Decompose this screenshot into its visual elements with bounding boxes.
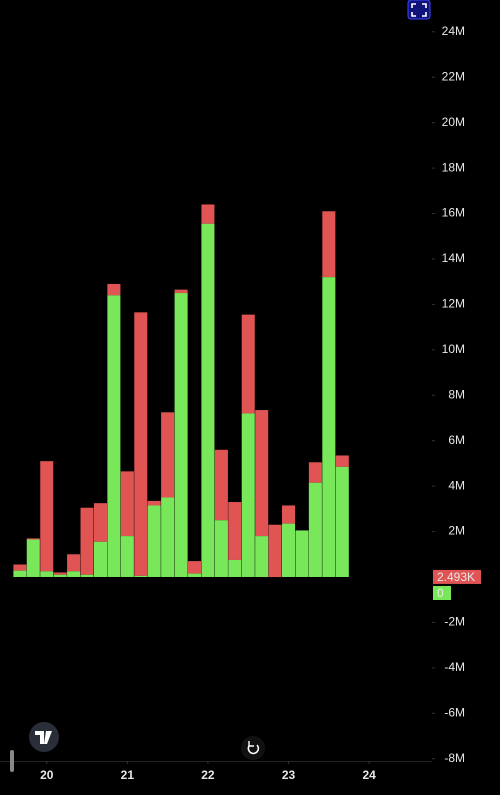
x-tick-label: 24 [362, 768, 376, 782]
bar-segment [80, 574, 94, 577]
bar-segment [214, 449, 228, 521]
bar-segment [174, 289, 188, 294]
bar-segment [161, 412, 175, 498]
bar-segment [134, 312, 148, 576]
y-tick-label: 18M [442, 160, 465, 174]
reset-arrow [248, 741, 254, 747]
bar-segment [67, 554, 81, 572]
x-tick-label: 23 [282, 768, 296, 782]
bar-segment [26, 538, 40, 540]
bar-segment [147, 500, 161, 506]
y-tick-label: 6M [448, 433, 465, 447]
y-tick-label: -2M [444, 615, 465, 629]
bar-segment [201, 204, 215, 224]
y-tick-label: -4M [444, 660, 465, 674]
bar-segment [93, 541, 108, 577]
bar-segment [161, 497, 175, 577]
y-tick-label: 12M [442, 297, 465, 311]
bar-segment [282, 505, 296, 524]
bar-segment [282, 523, 296, 577]
y-tick-label: -6M [444, 705, 465, 719]
last-value-box [433, 585, 451, 600]
y-tick-label: 16M [442, 206, 465, 220]
bar-segment [80, 507, 94, 575]
bar-segment [268, 524, 282, 577]
bar-segment [322, 211, 336, 278]
bar-segment [308, 482, 322, 577]
y-tick-label: 10M [442, 342, 465, 356]
bar-segment [13, 564, 27, 571]
y-tick-label: 20M [442, 115, 465, 129]
bar-segment [120, 536, 134, 577]
last-value-tag: 0 [433, 585, 451, 600]
bar-segment [93, 503, 108, 542]
bar-segment [241, 413, 255, 577]
y-tick-label: -8M [444, 751, 465, 765]
bar-segment [120, 471, 134, 537]
x-axis-border [0, 761, 432, 762]
bar-segment [53, 574, 67, 577]
y-tick-label: 8M [448, 387, 465, 401]
bar-segment [187, 573, 201, 577]
y-tick-label: 22M [442, 69, 465, 83]
reset-circle[interactable] [241, 736, 265, 760]
x-tick-label: 22 [201, 768, 215, 782]
bar-segment [67, 571, 81, 577]
bar-segment [228, 502, 242, 560]
y-tick-label: 24M [442, 24, 465, 38]
bar-segment [40, 571, 54, 577]
bar-segment [255, 410, 269, 537]
bar-segment [13, 570, 27, 577]
bar-segment [174, 293, 188, 577]
y-tick-label: 2M [448, 524, 465, 538]
bar-segment [187, 561, 201, 574]
bar-segment [322, 277, 336, 577]
bar-segment [53, 572, 67, 575]
bar-segment [107, 295, 121, 577]
bar-segment [201, 223, 215, 577]
scroll-handle[interactable] [10, 750, 14, 772]
last-value-tag: 2.493K [433, 569, 481, 584]
x-tick-label: 20 [40, 768, 54, 782]
bar-segment [255, 536, 269, 577]
y-tick-label: 14M [442, 251, 465, 265]
bar-segment [26, 539, 40, 577]
bar-segment [228, 559, 242, 577]
bar-segment [107, 283, 121, 296]
logo-mark [35, 731, 52, 744]
fullscreen-icon [411, 3, 427, 17]
last-value-box [433, 569, 481, 584]
bar-segment [295, 530, 309, 577]
bar-segment [335, 466, 349, 577]
last-value-label: 0 [437, 586, 444, 600]
bar-segment [40, 461, 54, 572]
reset-icon [247, 744, 260, 755]
bar-segment [147, 505, 161, 577]
bar-segment [214, 520, 228, 577]
bar-segment [241, 314, 255, 414]
x-tick-label: 21 [121, 768, 135, 782]
logo-button[interactable] [29, 722, 59, 752]
y-tick-label: 4M [448, 478, 465, 492]
reset-button[interactable] [241, 736, 265, 760]
bar-segment [308, 462, 322, 483]
bar-segment [335, 455, 349, 467]
bar-segment [134, 575, 148, 577]
last-value-label: 2.493K [437, 570, 475, 584]
fullscreen-button[interactable] [407, 0, 431, 20]
